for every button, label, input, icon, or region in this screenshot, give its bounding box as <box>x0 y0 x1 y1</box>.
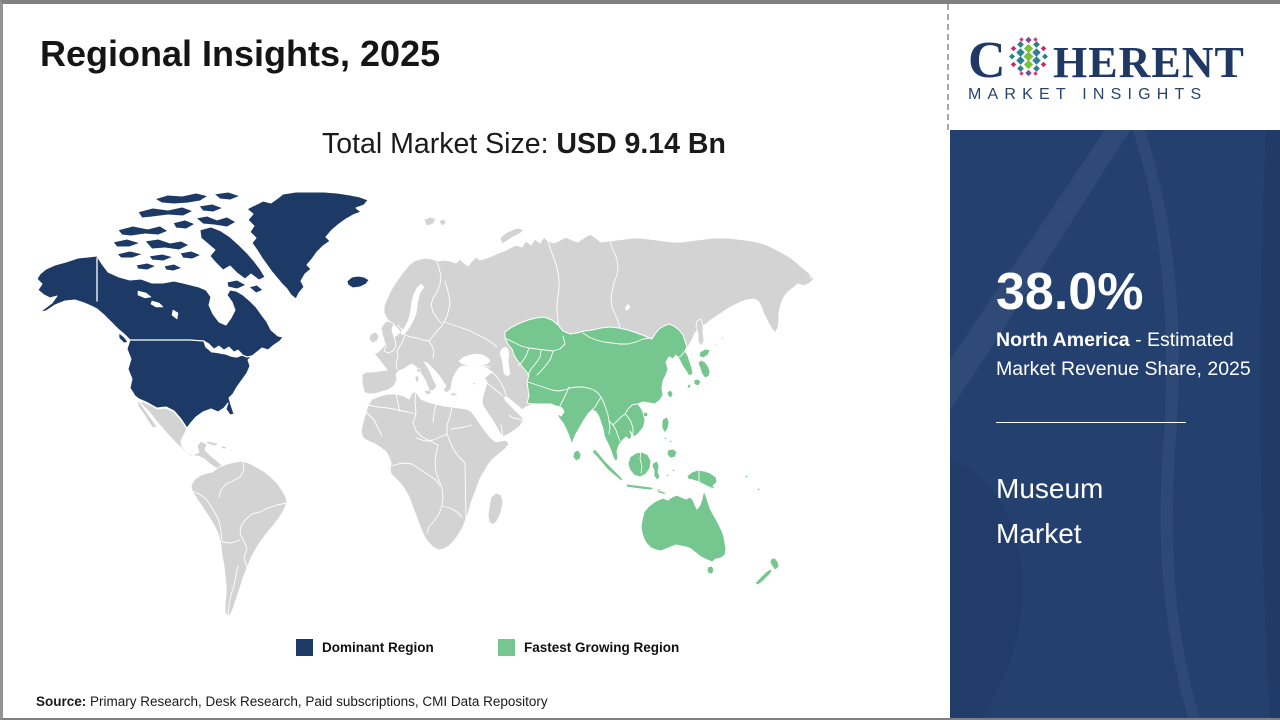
svg-text:HERENT: HERENT <box>1053 38 1245 87</box>
svg-text:MARKET INSIGHTS: MARKET INSIGHTS <box>968 86 1207 103</box>
svg-text:C: C <box>968 32 1006 89</box>
